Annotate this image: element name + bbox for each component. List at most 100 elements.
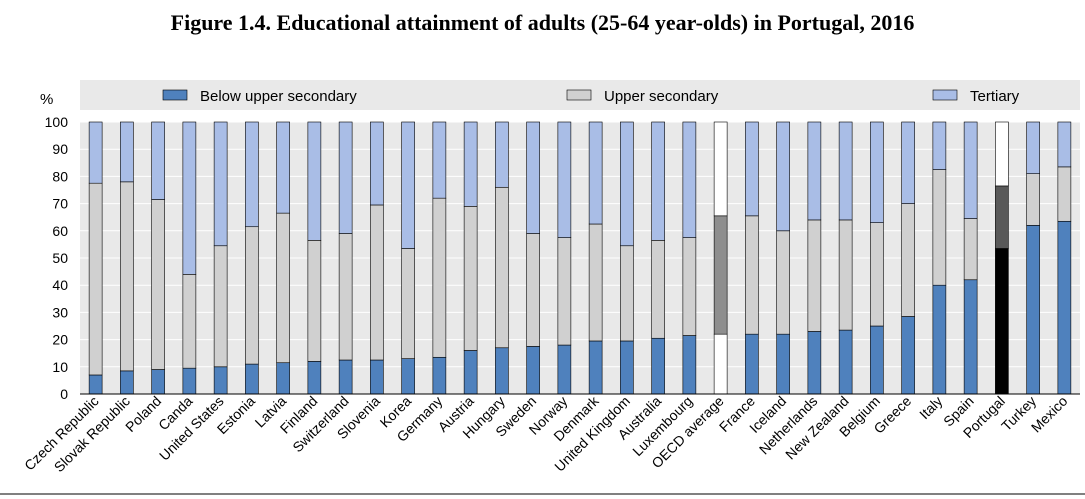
bar-sweden-below-upper-secondary [526,346,540,395]
bar-luxembourg-upper-secondary [682,237,697,336]
bar-italy-below-upper-secondary [932,284,947,395]
bar-slovenia-below-upper-secondary [370,359,384,395]
bar-turkey-below-upper-secondary [1026,225,1040,395]
legend: Below upper secondary Upper secondary Tert… [162,88,1020,105]
y-tick-label: 10 [52,359,68,375]
bar-mexico-tertiary [1057,121,1072,168]
bar-finland-below-upper-secondary [307,361,322,395]
bar-korea-upper-secondary [401,248,415,359]
bar-korea-below-upper-secondary [401,358,415,395]
bar-belgium-below-upper-secondary [870,325,884,395]
bar-new-zealand-tertiary [838,121,853,221]
bar-czech-republic-below-upper-secondary [88,374,103,395]
bar-greece-upper-secondary [901,203,915,317]
bar-mexico-upper-secondary [1057,166,1072,222]
bar-poland-upper-secondary [151,199,165,370]
bar-netherlands-below-upper-secondary [807,331,822,395]
bar-canda-tertiary [182,121,197,275]
bar-netherlands-upper-secondary [807,219,822,332]
bar-belgium-upper-secondary [870,222,884,327]
bar-sweden-tertiary [526,121,540,234]
bar-new-zealand-below-upper-secondary [838,329,853,395]
chart-title: Figure 1.4. Educational attainment of ad… [170,10,915,35]
bar-finland-upper-secondary [307,240,322,362]
bar-spain-upper-secondary [963,218,978,281]
x-tick-label: Poland [122,393,164,435]
bar-switzerland-upper-secondary [338,233,353,361]
bar-oecd-average-upper-secondary [713,215,728,335]
y-tick-label: 60 [52,223,68,239]
bar-estonia-tertiary [245,121,259,228]
legend-label-tertiary: Tertiary [970,88,1020,105]
y-tick-label: 40 [52,277,68,293]
bar-austria-upper-secondary [463,206,478,351]
bar-poland-below-upper-secondary [151,369,165,395]
bars [88,121,1072,395]
bar-belgium-tertiary [870,121,884,223]
bar-portugal-tertiary [995,121,1009,187]
bar-austria-tertiary [463,121,478,207]
bar-canda-below-upper-secondary [182,367,197,395]
bar-australia-below-upper-secondary [651,337,665,395]
bar-denmark-upper-secondary [588,223,603,342]
bar-austria-below-upper-secondary [463,350,478,395]
bar-iceland-upper-secondary [776,230,790,335]
bar-united-kingdom-tertiary [620,121,634,247]
bar-france-upper-secondary [745,215,759,335]
bar-spain-tertiary [963,121,978,219]
bar-germany-below-upper-secondary [432,356,447,395]
bar-united-kingdom-upper-secondary [620,245,634,342]
bar-hungary-tertiary [495,121,509,188]
bar-estonia-below-upper-secondary [245,363,259,395]
bar-switzerland-tertiary [338,121,353,234]
bar-norway-upper-secondary [557,237,572,346]
bar-norway-tertiary [557,121,572,238]
y-tick-label: 90 [52,141,68,157]
bar-australia-tertiary [651,121,665,241]
bar-norway-below-upper-secondary [557,344,572,395]
y-tick-label: 30 [52,304,68,320]
bar-denmark-below-upper-secondary [588,340,603,395]
bar-hungary-upper-secondary [495,186,509,349]
bar-luxembourg-tertiary [682,121,697,238]
y-tick-label: 0 [60,386,68,402]
bar-italy-upper-secondary [932,169,947,286]
bar-germany-tertiary [432,121,447,199]
bar-spain-below-upper-secondary [963,279,978,395]
bar-france-below-upper-secondary [745,333,759,395]
bar-czech-republic-tertiary [88,121,103,184]
bar-latvia-upper-secondary [276,212,290,364]
bar-italy-tertiary [932,121,947,170]
bar-australia-upper-secondary [651,240,665,339]
bar-finland-tertiary [307,121,322,241]
bar-latvia-below-upper-secondary [276,362,290,395]
bar-sweden-upper-secondary [526,233,540,347]
bar-slovak-republic-below-upper-secondary [120,370,134,395]
bar-mexico-below-upper-secondary [1057,220,1072,395]
bar-turkey-tertiary [1026,121,1040,174]
bar-oecd-average-below-upper-secondary [713,333,728,395]
y-tick-label: 100 [45,114,69,130]
x-tick-label: Mexico [1028,393,1071,436]
y-axis-unit: % [40,91,53,108]
bar-slovenia-upper-secondary [370,204,384,361]
bar-france-tertiary [745,121,759,217]
bar-luxembourg-below-upper-secondary [682,335,697,395]
bar-new-zealand-upper-secondary [838,219,853,331]
bar-united-kingdom-below-upper-secondary [620,340,634,395]
y-tick-label: 80 [52,168,68,184]
bar-iceland-tertiary [776,121,790,232]
bar-slovak-republic-upper-secondary [120,181,134,372]
bar-denmark-tertiary [588,121,603,225]
bar-oecd-average-tertiary [713,121,728,217]
bar-estonia-upper-secondary [245,226,259,365]
y-tick-label: 70 [52,196,68,212]
bar-netherlands-tertiary [807,121,822,221]
legend-swatch-tertiary [932,89,958,101]
bar-portugal-upper-secondary [995,185,1009,249]
bar-switzerland-below-upper-secondary [338,359,353,395]
bar-slovak-republic-tertiary [120,121,134,183]
bar-united-states-tertiary [213,121,228,247]
